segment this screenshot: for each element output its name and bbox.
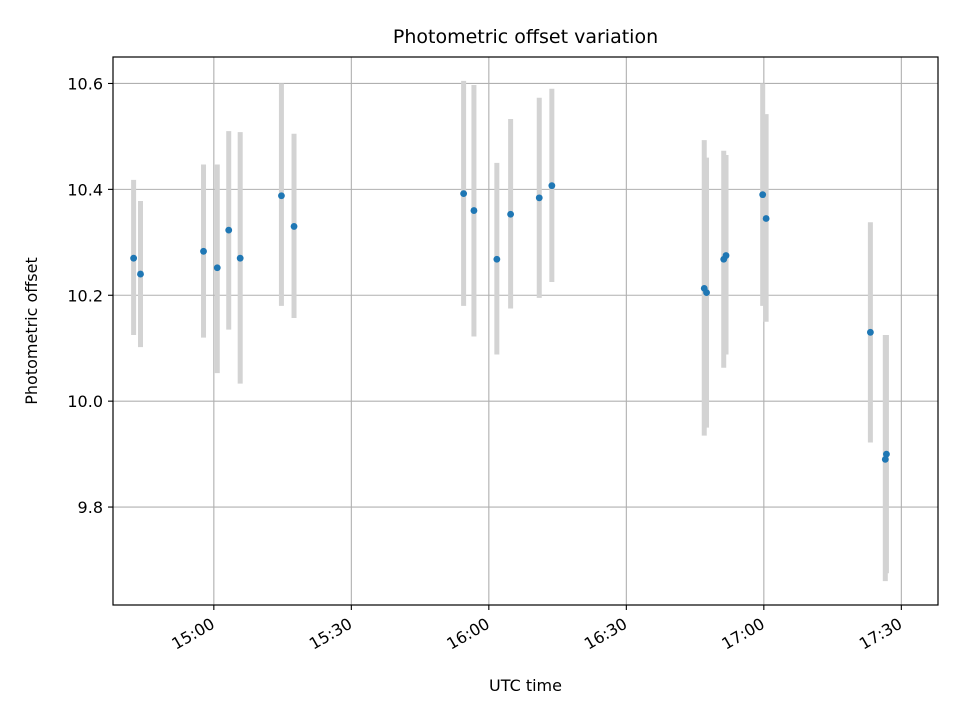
y-ticks: 9.8 10.0 10.2 10.4 10.6 — [67, 74, 113, 517]
data-point — [200, 247, 207, 255]
data-point — [236, 254, 244, 262]
y-tick-label: 10.6 — [67, 74, 103, 93]
x-tick-label: 15:00 — [168, 614, 217, 654]
data-point — [535, 194, 543, 202]
error-bars — [131, 80, 889, 582]
x-tick-label: 16:30 — [581, 614, 630, 654]
data-point — [493, 255, 501, 263]
data-point — [883, 450, 890, 458]
data-point — [460, 190, 468, 198]
data-point — [470, 207, 478, 214]
data-point — [548, 182, 556, 190]
data-point — [762, 215, 770, 222]
y-axis-label: Photometric offset — [22, 257, 41, 405]
x-ticks: 15:00 15:30 16:00 16:30 17:00 17:30 — [168, 605, 905, 654]
x-tick-label: 16:00 — [443, 614, 492, 654]
data-point — [278, 192, 285, 200]
data-point — [866, 328, 874, 336]
x-axis-label: UTC time — [489, 676, 562, 695]
data-point — [881, 455, 889, 463]
data-point — [759, 191, 767, 199]
y-tick-label: 10.2 — [67, 286, 103, 305]
data-point — [225, 226, 233, 234]
data-point — [290, 223, 298, 230]
data-point — [213, 264, 221, 272]
x-tick-label: 17:30 — [856, 614, 905, 654]
data-point — [130, 254, 138, 262]
data-points — [130, 182, 890, 463]
plot-frame — [112, 56, 939, 606]
x-tick-label: 17:00 — [718, 614, 767, 654]
y-tick-label: 10.4 — [67, 180, 103, 199]
data-point — [722, 252, 730, 259]
x-tick-label: 15:30 — [306, 614, 355, 654]
data-point — [507, 210, 515, 218]
y-tick-label: 9.8 — [78, 498, 103, 517]
data-point — [137, 270, 144, 278]
y-tick-label: 10.0 — [67, 392, 103, 411]
data-point — [703, 289, 710, 297]
chart-title: Photometric offset variation — [393, 26, 658, 48]
grid — [113, 57, 938, 605]
